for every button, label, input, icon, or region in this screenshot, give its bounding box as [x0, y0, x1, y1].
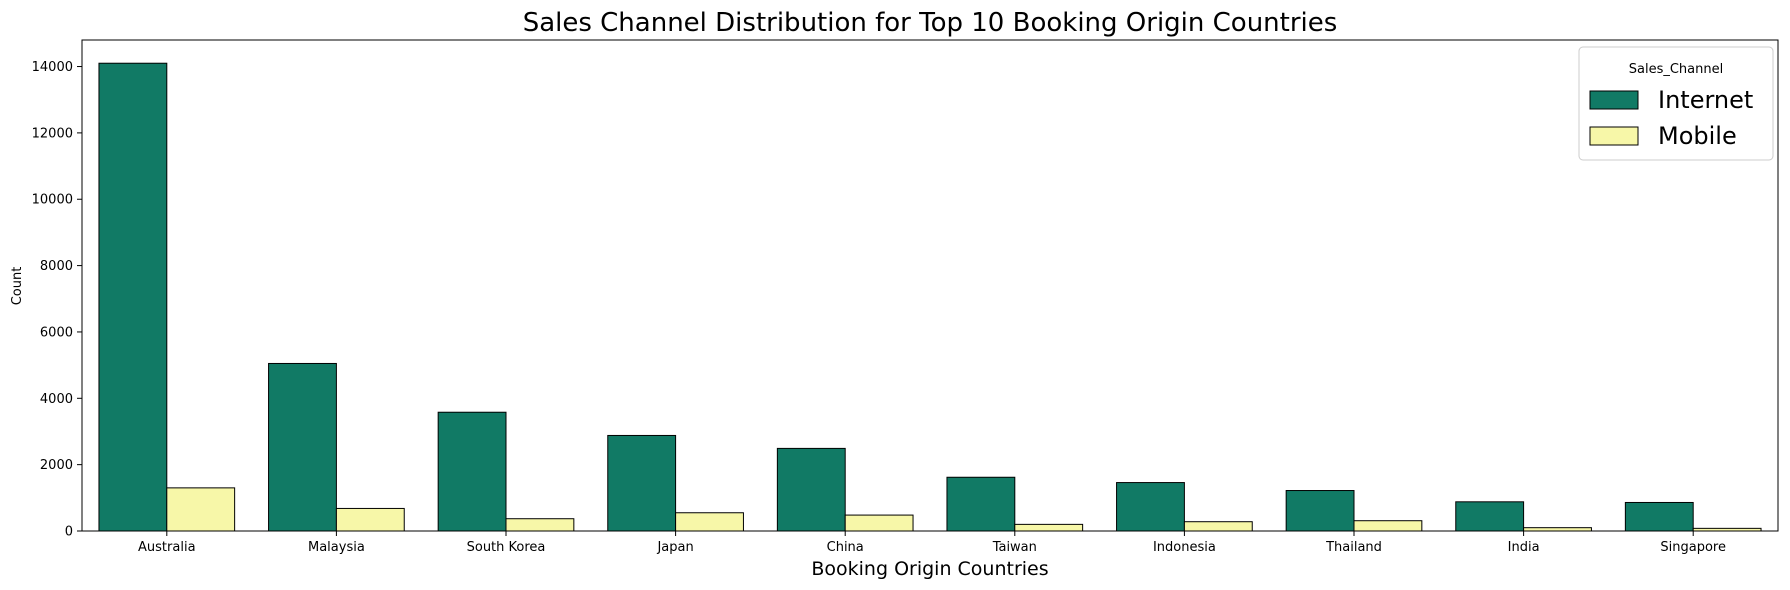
legend-swatch-internet [1589, 90, 1639, 110]
bar-mobile-malaysia [335, 507, 405, 532]
bar-internet-indonesia [1116, 482, 1185, 532]
x-tick-label: India [1508, 540, 1540, 555]
bar-mobile-taiwan [1014, 523, 1084, 532]
bar-mobile-thailand [1353, 520, 1423, 532]
bar-internet-china [776, 447, 846, 532]
x-tick-label: Indonesia [1153, 540, 1216, 555]
x-tick-label: Malaysia [308, 540, 365, 555]
y-tick-label: 2000 [40, 458, 73, 473]
y-tick-label: 0 [65, 525, 73, 540]
x-tick-label: Australia [138, 540, 196, 555]
y-axis-label: Count [10, 267, 25, 306]
bar-mobile-australia [166, 487, 236, 532]
bar-internet-india [1455, 501, 1525, 532]
bar-internet-malaysia [268, 362, 337, 532]
legend-swatch-mobile [1589, 126, 1639, 146]
bar-internet-japan [607, 434, 677, 532]
y-tick-label: 14000 [32, 60, 73, 75]
bar-mobile-south-korea [505, 518, 575, 532]
bar-mobile-indonesia [1183, 521, 1253, 532]
legend-title: Sales_Channel [1629, 62, 1723, 77]
bar-internet-thailand [1285, 490, 1355, 532]
y-tick-label: 12000 [32, 126, 73, 141]
bar-internet-singapore [1624, 501, 1694, 532]
y-tick-label: 10000 [32, 193, 73, 208]
x-tick-label: Taiwan [992, 540, 1037, 555]
x-tick-label: China [827, 540, 864, 555]
x-tick-label: Thailand [1325, 540, 1382, 555]
bar-mobile-china [844, 514, 914, 532]
x-tick-label: Japan [656, 540, 693, 555]
plot-area: 0 2000 4000 6000 8000 10000 12000 14000 Australi… [32, 39, 1779, 555]
y-tick-label: 6000 [40, 325, 73, 340]
legend-label-mobile: Mobile [1658, 122, 1737, 150]
x-tick-label: South Korea [467, 540, 546, 555]
y-tick-label: 8000 [40, 259, 73, 274]
plot-frame [81, 39, 1779, 532]
bar-mobile-japan [675, 512, 744, 532]
legend-label-internet: Internet [1658, 86, 1753, 114]
bar-internet-taiwan [946, 476, 1016, 532]
bar-internet-south-korea [437, 411, 507, 532]
y-tick-label: 4000 [40, 392, 73, 407]
chart-title: Sales Channel Distribution for Top 10 Bo… [523, 8, 1338, 38]
bar-internet-australia [98, 62, 168, 532]
x-axis-label: Booking Origin Countries [811, 558, 1048, 580]
legend: Sales_Channel Internet Mobile [1578, 46, 1774, 161]
x-tick-label: Singapore [1660, 540, 1726, 555]
